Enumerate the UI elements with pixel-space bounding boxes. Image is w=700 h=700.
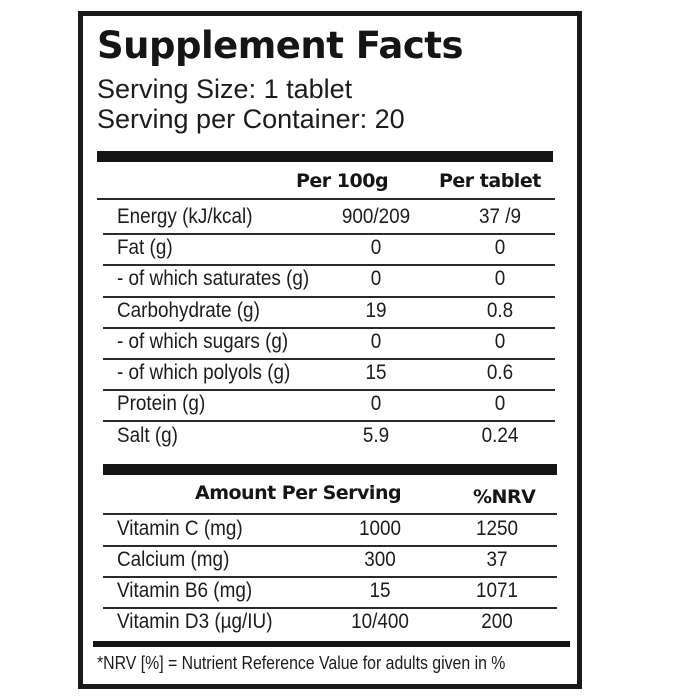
row-nrv: 1071 <box>475 579 519 602</box>
row-amount: 15 <box>369 579 391 602</box>
row-per-tablet: 0.6 <box>486 361 514 384</box>
row-name: Vitamin B6 (mg) <box>117 579 253 602</box>
row-per-100g: 0 <box>370 392 382 415</box>
header-per-100g: Per 100g <box>296 170 389 192</box>
row-name: Carbohydrate (g) <box>117 299 260 322</box>
row-name: Calcium (mg) <box>117 548 230 571</box>
row-divider <box>103 389 555 391</box>
row-name: Energy (kJ/kcal) <box>117 205 253 228</box>
row-divider <box>97 198 555 200</box>
row-divider <box>103 607 557 609</box>
row-per-tablet: 0.8 <box>486 299 514 322</box>
row-divider <box>103 358 555 360</box>
row-name: Fat (g) <box>117 236 173 259</box>
row-per-tablet: 0 <box>494 267 506 290</box>
row-per-100g: 5.9 <box>362 424 390 447</box>
row-divider <box>103 576 557 578</box>
row-name: - of which sugars (g) <box>117 330 289 353</box>
row-name: Vitamin D3 (µg/IU) <box>117 610 273 633</box>
row-per-100g: 19 <box>365 299 387 322</box>
row-per-tablet: 37 /9 <box>478 205 522 228</box>
row-name: Vitamin C (mg) <box>117 517 243 540</box>
row-per-tablet: 0.24 <box>481 424 519 447</box>
row-per-100g: 900/209 <box>341 205 411 228</box>
header-nrv: %NRV <box>473 486 536 508</box>
row-per-100g: 0 <box>370 267 382 290</box>
row-divider <box>103 233 555 235</box>
header-per-tablet: Per tablet <box>439 170 541 192</box>
row-amount: 10/400 <box>351 610 409 633</box>
row-divider <box>103 264 555 266</box>
row-per-100g: 0 <box>370 236 382 259</box>
servings-per-container: Serving per Container: 20 <box>97 104 405 134</box>
row-nrv: 200 <box>481 610 513 633</box>
row-divider <box>103 420 555 422</box>
row-per-tablet: 0 <box>494 330 506 353</box>
row-divider <box>103 296 555 298</box>
header-amount-per-serving: Amount Per Serving <box>195 482 402 504</box>
label-title: Supplement Facts <box>97 24 464 67</box>
row-name: Protein (g) <box>117 392 206 415</box>
row-amount: 300 <box>364 548 396 571</box>
row-per-tablet: 0 <box>494 392 506 415</box>
row-per-100g: 0 <box>370 330 382 353</box>
footnote: *NRV [%] = Nutrient Reference Value for … <box>97 653 506 673</box>
row-per-tablet: 0 <box>494 236 506 259</box>
row-nrv: 37 <box>486 548 508 571</box>
footnote-divider <box>93 641 570 647</box>
row-divider <box>103 513 557 515</box>
row-per-100g: 15 <box>365 361 387 384</box>
row-name: - of which polyols (g) <box>117 361 291 384</box>
row-name: Salt (g) <box>117 424 178 447</box>
row-name: - of which saturates (g) <box>117 267 310 290</box>
row-amount: 1000 <box>358 517 402 540</box>
row-divider <box>103 545 557 547</box>
thick-divider <box>97 151 553 162</box>
serving-size: Serving Size: 1 tablet <box>97 74 353 104</box>
row-nrv: 1250 <box>475 517 519 540</box>
thick-divider <box>103 464 557 475</box>
row-divider <box>103 327 555 329</box>
